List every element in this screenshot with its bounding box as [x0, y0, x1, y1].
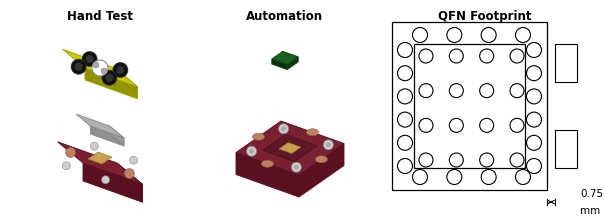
Circle shape	[413, 170, 428, 184]
Circle shape	[92, 60, 108, 76]
Circle shape	[515, 28, 530, 42]
Circle shape	[281, 126, 286, 131]
Bar	[414, 44, 525, 168]
Text: mm: mm	[580, 206, 600, 216]
Polygon shape	[76, 114, 124, 138]
Circle shape	[101, 68, 107, 74]
Polygon shape	[272, 59, 287, 70]
Polygon shape	[279, 143, 301, 153]
Circle shape	[249, 149, 254, 154]
Polygon shape	[62, 49, 138, 87]
Circle shape	[515, 170, 530, 184]
Circle shape	[102, 70, 117, 85]
Circle shape	[82, 51, 97, 67]
Polygon shape	[83, 163, 143, 202]
Circle shape	[449, 153, 463, 167]
Circle shape	[480, 84, 493, 98]
Ellipse shape	[306, 129, 318, 136]
Circle shape	[397, 159, 413, 173]
Polygon shape	[117, 163, 143, 202]
Circle shape	[117, 66, 124, 74]
Polygon shape	[109, 126, 124, 146]
Circle shape	[527, 42, 542, 58]
Circle shape	[480, 49, 493, 63]
Circle shape	[527, 159, 542, 173]
Circle shape	[510, 49, 524, 63]
Circle shape	[447, 170, 462, 184]
Circle shape	[130, 156, 138, 164]
Circle shape	[527, 135, 542, 150]
Circle shape	[71, 59, 86, 74]
Circle shape	[106, 74, 114, 82]
Text: 0.75: 0.75	[580, 189, 603, 199]
Circle shape	[397, 42, 413, 58]
Circle shape	[397, 66, 413, 81]
Circle shape	[413, 28, 428, 42]
Text: Automation: Automation	[246, 10, 324, 23]
Circle shape	[62, 162, 71, 170]
Text: Hand Test: Hand Test	[67, 10, 133, 23]
Circle shape	[66, 148, 76, 157]
Polygon shape	[236, 152, 299, 197]
Circle shape	[449, 49, 463, 63]
Circle shape	[124, 168, 135, 178]
Ellipse shape	[315, 156, 327, 163]
Circle shape	[480, 118, 493, 132]
Polygon shape	[57, 142, 143, 184]
Ellipse shape	[252, 133, 265, 140]
Bar	[555, 44, 577, 82]
Circle shape	[419, 118, 433, 132]
Circle shape	[326, 142, 331, 147]
Circle shape	[75, 63, 83, 71]
Bar	[392, 22, 547, 190]
Circle shape	[397, 135, 413, 150]
Ellipse shape	[262, 160, 274, 167]
Polygon shape	[272, 51, 298, 65]
Circle shape	[294, 165, 299, 170]
Circle shape	[278, 124, 289, 134]
Circle shape	[447, 28, 462, 42]
Circle shape	[481, 170, 496, 184]
Circle shape	[323, 140, 333, 150]
Circle shape	[481, 28, 496, 42]
Polygon shape	[85, 68, 138, 99]
Polygon shape	[236, 121, 344, 175]
Circle shape	[91, 142, 98, 150]
Text: QFN Footprint: QFN Footprint	[439, 10, 532, 23]
Polygon shape	[115, 68, 138, 99]
Circle shape	[86, 55, 94, 63]
Circle shape	[397, 89, 413, 104]
Polygon shape	[287, 57, 298, 70]
Polygon shape	[299, 143, 344, 197]
Circle shape	[449, 84, 463, 98]
Polygon shape	[263, 134, 317, 161]
Circle shape	[510, 118, 524, 132]
Circle shape	[510, 153, 524, 167]
Polygon shape	[88, 152, 112, 164]
Circle shape	[527, 66, 542, 81]
Circle shape	[101, 176, 109, 184]
Circle shape	[480, 153, 493, 167]
Circle shape	[527, 89, 542, 104]
Circle shape	[527, 112, 542, 127]
Polygon shape	[91, 126, 124, 146]
Circle shape	[510, 84, 524, 98]
Circle shape	[419, 84, 433, 98]
Circle shape	[93, 62, 99, 68]
Bar	[555, 130, 577, 168]
Circle shape	[419, 49, 433, 63]
Circle shape	[419, 153, 433, 167]
Circle shape	[291, 162, 301, 172]
Circle shape	[397, 112, 413, 127]
Circle shape	[113, 62, 128, 78]
Circle shape	[449, 118, 463, 132]
Circle shape	[246, 146, 257, 156]
